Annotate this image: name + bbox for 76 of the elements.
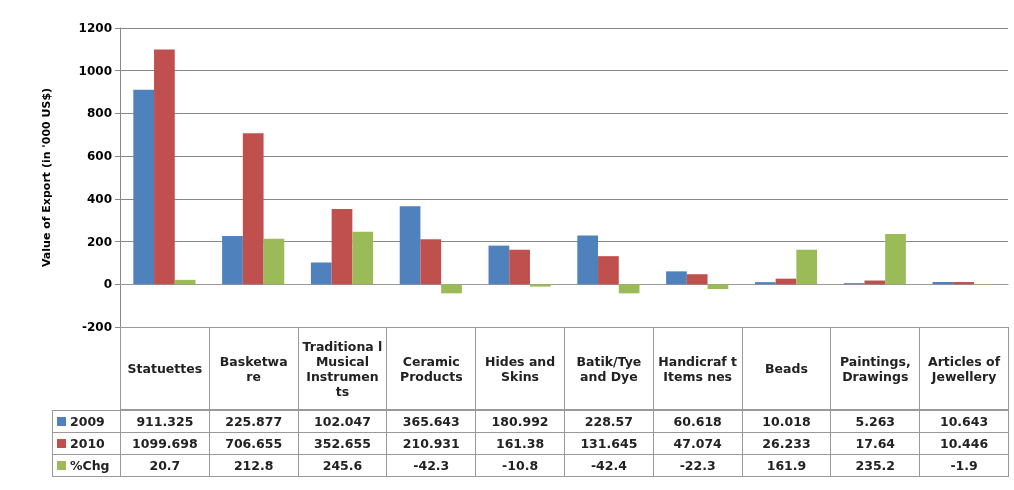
data-label: 10.446 — [919, 432, 1009, 455]
data-label: 228.57 — [564, 410, 654, 433]
y-tick-label: 200 — [86, 234, 112, 249]
data-label: 10.643 — [919, 410, 1009, 433]
y-tick-label: 600 — [86, 149, 112, 164]
bar — [352, 231, 374, 285]
data-label: -10.8 — [475, 454, 565, 477]
bar — [488, 245, 510, 285]
bar — [885, 234, 906, 285]
x-tick-label: Batik/Tye and Dye — [564, 327, 654, 410]
data-label: 161.38 — [475, 432, 565, 455]
x-tick-label: Ceramic Products — [386, 327, 477, 410]
data-label: 706.655 — [208, 432, 299, 455]
bar — [154, 49, 175, 285]
x-tick-label: Traditiona l Musical Instrumen ts — [297, 327, 388, 410]
data-label: 131.645 — [564, 432, 654, 455]
data-label: 102.047 — [297, 410, 388, 433]
bar — [618, 284, 640, 294]
data-label: -42.4 — [564, 454, 654, 477]
x-tick-label: Articles of Jewellery — [919, 327, 1009, 410]
bar — [331, 208, 353, 285]
data-label: 161.9 — [741, 454, 832, 477]
bar — [707, 284, 729, 290]
y-tick-label: 1000 — [78, 63, 112, 78]
bar — [399, 206, 421, 285]
x-tick-label: Paintings, Drawings — [830, 327, 921, 410]
y-tick-label: 800 — [86, 106, 112, 121]
data-label: -42.3 — [386, 454, 477, 477]
legend-label: 2009 — [70, 414, 105, 429]
bar — [796, 249, 818, 285]
bar — [263, 238, 285, 285]
y-tick-label: 1200 — [78, 21, 112, 35]
legend-label: 2010 — [70, 436, 105, 451]
data-label: 210.931 — [386, 432, 477, 455]
x-tick-label: Basketwa re — [208, 327, 299, 410]
data-label: 20.7 — [120, 454, 210, 477]
data-label: 245.6 — [297, 454, 388, 477]
bar — [509, 249, 530, 285]
data-label: 26.233 — [741, 432, 832, 455]
bar — [310, 262, 332, 285]
x-tick-label: Beads — [741, 327, 832, 410]
bar — [686, 274, 708, 285]
data-label: 225.877 — [208, 410, 299, 433]
bar — [529, 284, 551, 287]
data-label: 47.074 — [652, 432, 743, 455]
data-label: 5.263 — [830, 410, 921, 433]
data-label: 60.618 — [652, 410, 743, 433]
y-axis-title: Value of Export (in '000 US$) — [40, 87, 53, 268]
x-tick-label: Statuettes — [120, 327, 210, 410]
y-tick-label: 400 — [86, 191, 112, 206]
data-label: 235.2 — [830, 454, 921, 477]
x-tick-label: Hides and Skins — [475, 327, 565, 410]
bar — [222, 236, 243, 285]
data-label: -1.9 — [919, 454, 1009, 477]
bar — [666, 271, 687, 285]
data-label: 10.018 — [741, 410, 832, 433]
data-label: 180.992 — [475, 410, 565, 433]
bar — [133, 89, 155, 285]
data-label: 212.8 — [208, 454, 299, 477]
data-label: 17.64 — [830, 432, 921, 455]
legend-label: %Chg — [70, 458, 110, 473]
bar — [577, 235, 599, 285]
bar — [598, 256, 619, 285]
data-label: 365.643 — [386, 410, 477, 433]
data-label: 352.655 — [297, 432, 388, 455]
bar — [420, 239, 442, 285]
data-label: 1099.698 — [120, 432, 210, 455]
bar — [953, 282, 974, 285]
x-tick-label: Handicraf t Items nes — [652, 327, 743, 410]
y-tick-label: -200 — [81, 320, 112, 334]
bar — [242, 133, 264, 285]
data-label: -22.3 — [652, 454, 743, 477]
bar — [441, 284, 462, 294]
y-tick-label: 0 — [103, 277, 112, 292]
data-label: 911.325 — [120, 410, 210, 433]
bar — [754, 282, 776, 285]
